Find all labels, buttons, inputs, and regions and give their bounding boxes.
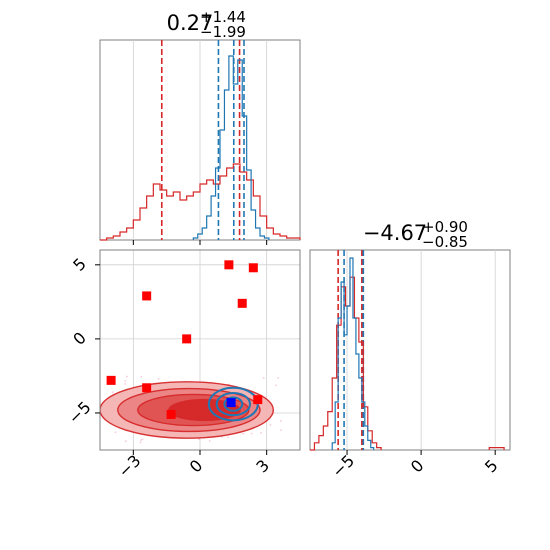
sample-dot [227, 436, 229, 439]
red-square-marker [237, 298, 247, 308]
panel-top-left-title: 0.27 [167, 11, 214, 35]
x-tick-label: 3 [252, 456, 273, 477]
histogram-series [192, 55, 270, 240]
red-square-marker [106, 375, 116, 385]
red-square-marker [253, 395, 263, 405]
histogram-series [331, 257, 375, 450]
histogram-series [100, 163, 301, 241]
panel-bottom-right-grid [346, 250, 496, 450]
red-square-marker [166, 409, 176, 419]
panel-top-left-title-sub: −1.99 [200, 23, 246, 41]
panel-bottom-right-histograms [310, 257, 505, 451]
red-square-marker [142, 383, 152, 393]
x-tick-label: −5 [328, 451, 358, 481]
sample-dot [126, 375, 128, 378]
x-tick-label: −3 [114, 451, 144, 481]
sample-dot [280, 420, 282, 422]
sample-dot [277, 377, 279, 379]
sample-dot [269, 424, 272, 426]
red-square-marker [142, 291, 152, 301]
panel-top-left-grid [132, 40, 268, 240]
panel-bottom-right-quantile-lines [337, 250, 365, 450]
panel-bottom-left-points [106, 260, 263, 419]
contour-level-blue [223, 396, 244, 412]
panel-bottom-right-frame [309, 249, 511, 451]
panel-bottom-left-contours [100, 375, 282, 444]
sample-dot [124, 383, 126, 385]
histogram-tail [488, 447, 505, 450]
sample-dot [250, 432, 253, 435]
panel-bottom-right: −5 0 5 −4.67 +0.90 −0.85 [309, 218, 511, 481]
contour-level-blue [215, 391, 251, 417]
panel-bottom-left-ticks: −3 0 3 −5 0 5 [65, 254, 274, 481]
red-square-marker [224, 260, 234, 270]
x-tick-label: 5 [481, 456, 502, 477]
sample-dot [114, 431, 117, 434]
y-tick-label: 5 [69, 254, 90, 275]
panel-top-left-histograms [100, 55, 301, 241]
red-square-marker [182, 334, 192, 344]
x-tick-label: 0 [186, 456, 207, 477]
panel-bottom-right-ticks: −5 0 5 [328, 450, 502, 481]
red-square-marker [248, 263, 258, 273]
sample-dot [198, 438, 200, 441]
sample-dot [111, 391, 114, 394]
panel-bottom-right-title-sup: +0.90 [422, 218, 468, 236]
sample-dot [274, 384, 277, 387]
sample-dot [140, 439, 142, 441]
panel-top-left: 0.27 +1.44 −1.99 [99, 8, 301, 245]
panel-top-left-title-value: 0.27 [167, 11, 214, 35]
y-tick-label: 0 [69, 328, 90, 349]
x-tick-label: 0 [407, 456, 428, 477]
panel-bottom-left: −3 0 3 −5 0 5 [65, 249, 301, 481]
sample-dot [140, 375, 143, 378]
panel-bottom-right-title-sub: −0.85 [422, 233, 468, 251]
panel-top-left-quantile-lines [160, 40, 245, 240]
panel-top-left-title-sup: +1.44 [200, 8, 246, 26]
panel-bottom-right-title: −4.67 [363, 221, 427, 245]
sample-dot [242, 432, 245, 435]
sample-dot [139, 441, 142, 444]
sample-dot [157, 377, 160, 380]
blue-square-marker [226, 398, 236, 408]
y-tick-label: −5 [65, 398, 95, 428]
sample-dot [208, 440, 211, 442]
panel-bottom-right-title-value: −4.67 [363, 221, 427, 245]
histogram-series [310, 276, 382, 451]
sample-dot [124, 440, 127, 443]
panel-top-left-ticks [132, 240, 268, 245]
sample-dot [280, 429, 282, 431]
sample-dot [141, 438, 144, 441]
sample-dot [124, 379, 127, 382]
sample-dot [262, 377, 265, 379]
sample-dot [260, 431, 262, 434]
